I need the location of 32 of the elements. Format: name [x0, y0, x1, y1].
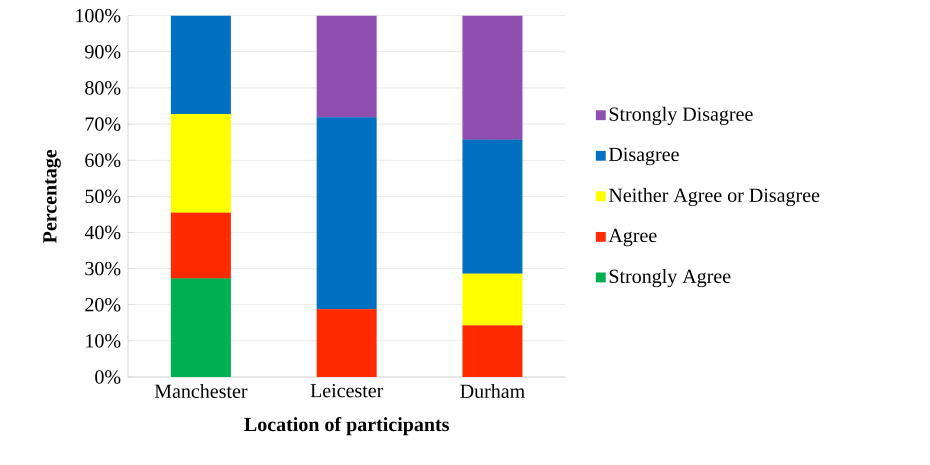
legend-label: Strongly Disagree	[610, 106, 753, 125]
y-tick-label: 90%	[85, 45, 120, 59]
bar	[170, 114, 231, 213]
bar	[170, 212, 231, 278]
bar	[462, 140, 522, 274]
legend-label: Neither Agree or Disagree	[608, 188, 820, 206]
y-axis-title: Percentage	[43, 150, 61, 244]
x-axis-title: Location of participants	[244, 416, 449, 436]
y-tick-label: 20%	[85, 298, 120, 312]
bar	[462, 16, 522, 140]
bar	[462, 325, 522, 377]
y-tick-label: 40%	[84, 226, 120, 240]
bar	[316, 309, 377, 377]
y-tick-label: 30%	[85, 262, 120, 276]
y-tick-label: 100%	[76, 8, 120, 22]
y-tick-label: 50%	[86, 190, 120, 204]
x-tick-label: Manchester	[154, 384, 248, 398]
bar	[170, 16, 231, 114]
legend-label: Agree	[608, 228, 657, 246]
y-tick-label: 0%	[95, 370, 120, 384]
x-tick-label: Durham	[460, 384, 525, 398]
y-tick-label: 60%	[85, 153, 120, 167]
bar	[170, 278, 231, 377]
y-tick-label: 10%	[86, 334, 120, 348]
bar	[316, 16, 377, 118]
bar	[462, 274, 522, 326]
legend-label: Strongly Agree	[610, 269, 730, 288]
bar	[316, 117, 377, 310]
y-tick-label: 70%	[86, 117, 120, 131]
y-tick-label: 80%	[85, 81, 120, 95]
x-tick-label: Leicester	[310, 384, 384, 398]
legend-label: Disagree	[608, 148, 679, 166]
